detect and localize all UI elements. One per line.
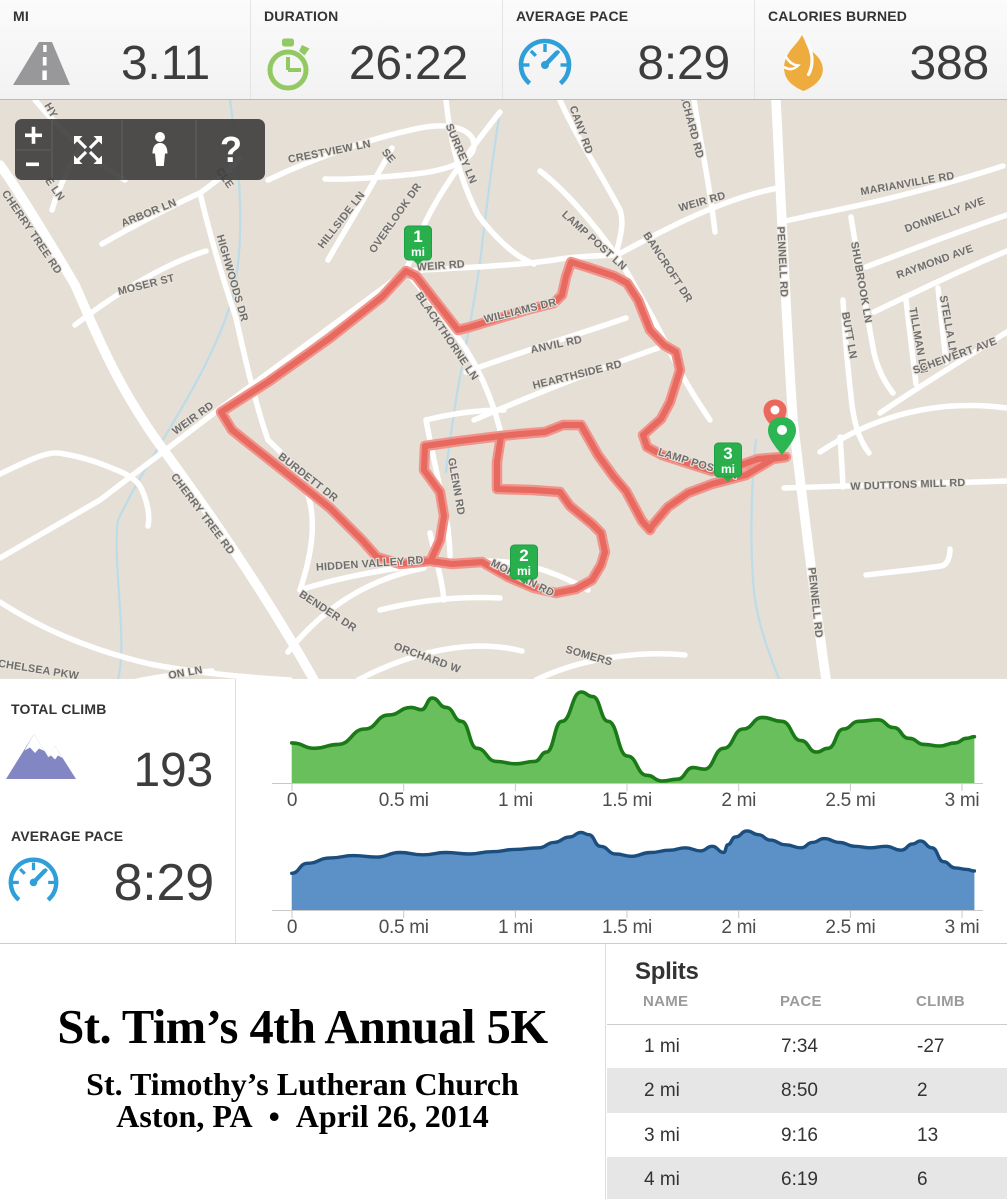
svg-text:0: 0 — [287, 790, 297, 811]
svg-text:0: 0 — [287, 917, 297, 938]
svg-text:?: ? — [220, 129, 242, 170]
svg-text:1 mi: 1 mi — [498, 790, 533, 811]
svg-text:W DUTTONS MILL RD: W DUTTONS MILL RD — [850, 477, 966, 493]
svg-text:mi: mi — [517, 564, 531, 578]
svg-text:2: 2 — [519, 546, 528, 565]
svg-text:0.5 mi: 0.5 mi — [379, 790, 429, 811]
svg-text:1 mi: 1 mi — [498, 917, 533, 938]
svg-text:3: 3 — [723, 444, 732, 463]
svg-text:1: 1 — [413, 227, 422, 246]
svg-text:2.5 mi: 2.5 mi — [825, 917, 875, 938]
svg-text:2 mi: 2 mi — [721, 917, 756, 938]
svg-text:mi: mi — [721, 462, 735, 476]
svg-text:1.5 mi: 1.5 mi — [602, 917, 652, 938]
svg-text:1.5 mi: 1.5 mi — [602, 790, 652, 811]
svg-text:PENNELL RD: PENNELL RD — [774, 226, 790, 297]
svg-text:3 mi: 3 mi — [945, 790, 980, 811]
svg-text:mi: mi — [411, 245, 425, 259]
svg-text:3 mi: 3 mi — [945, 917, 980, 938]
svg-text:0.5 mi: 0.5 mi — [379, 917, 429, 938]
svg-text:2 mi: 2 mi — [721, 790, 756, 811]
svg-text:2.5 mi: 2.5 mi — [825, 790, 875, 811]
svg-text:ON LN: ON LN — [167, 664, 203, 679]
svg-text:WEIR RD: WEIR RD — [416, 258, 465, 273]
